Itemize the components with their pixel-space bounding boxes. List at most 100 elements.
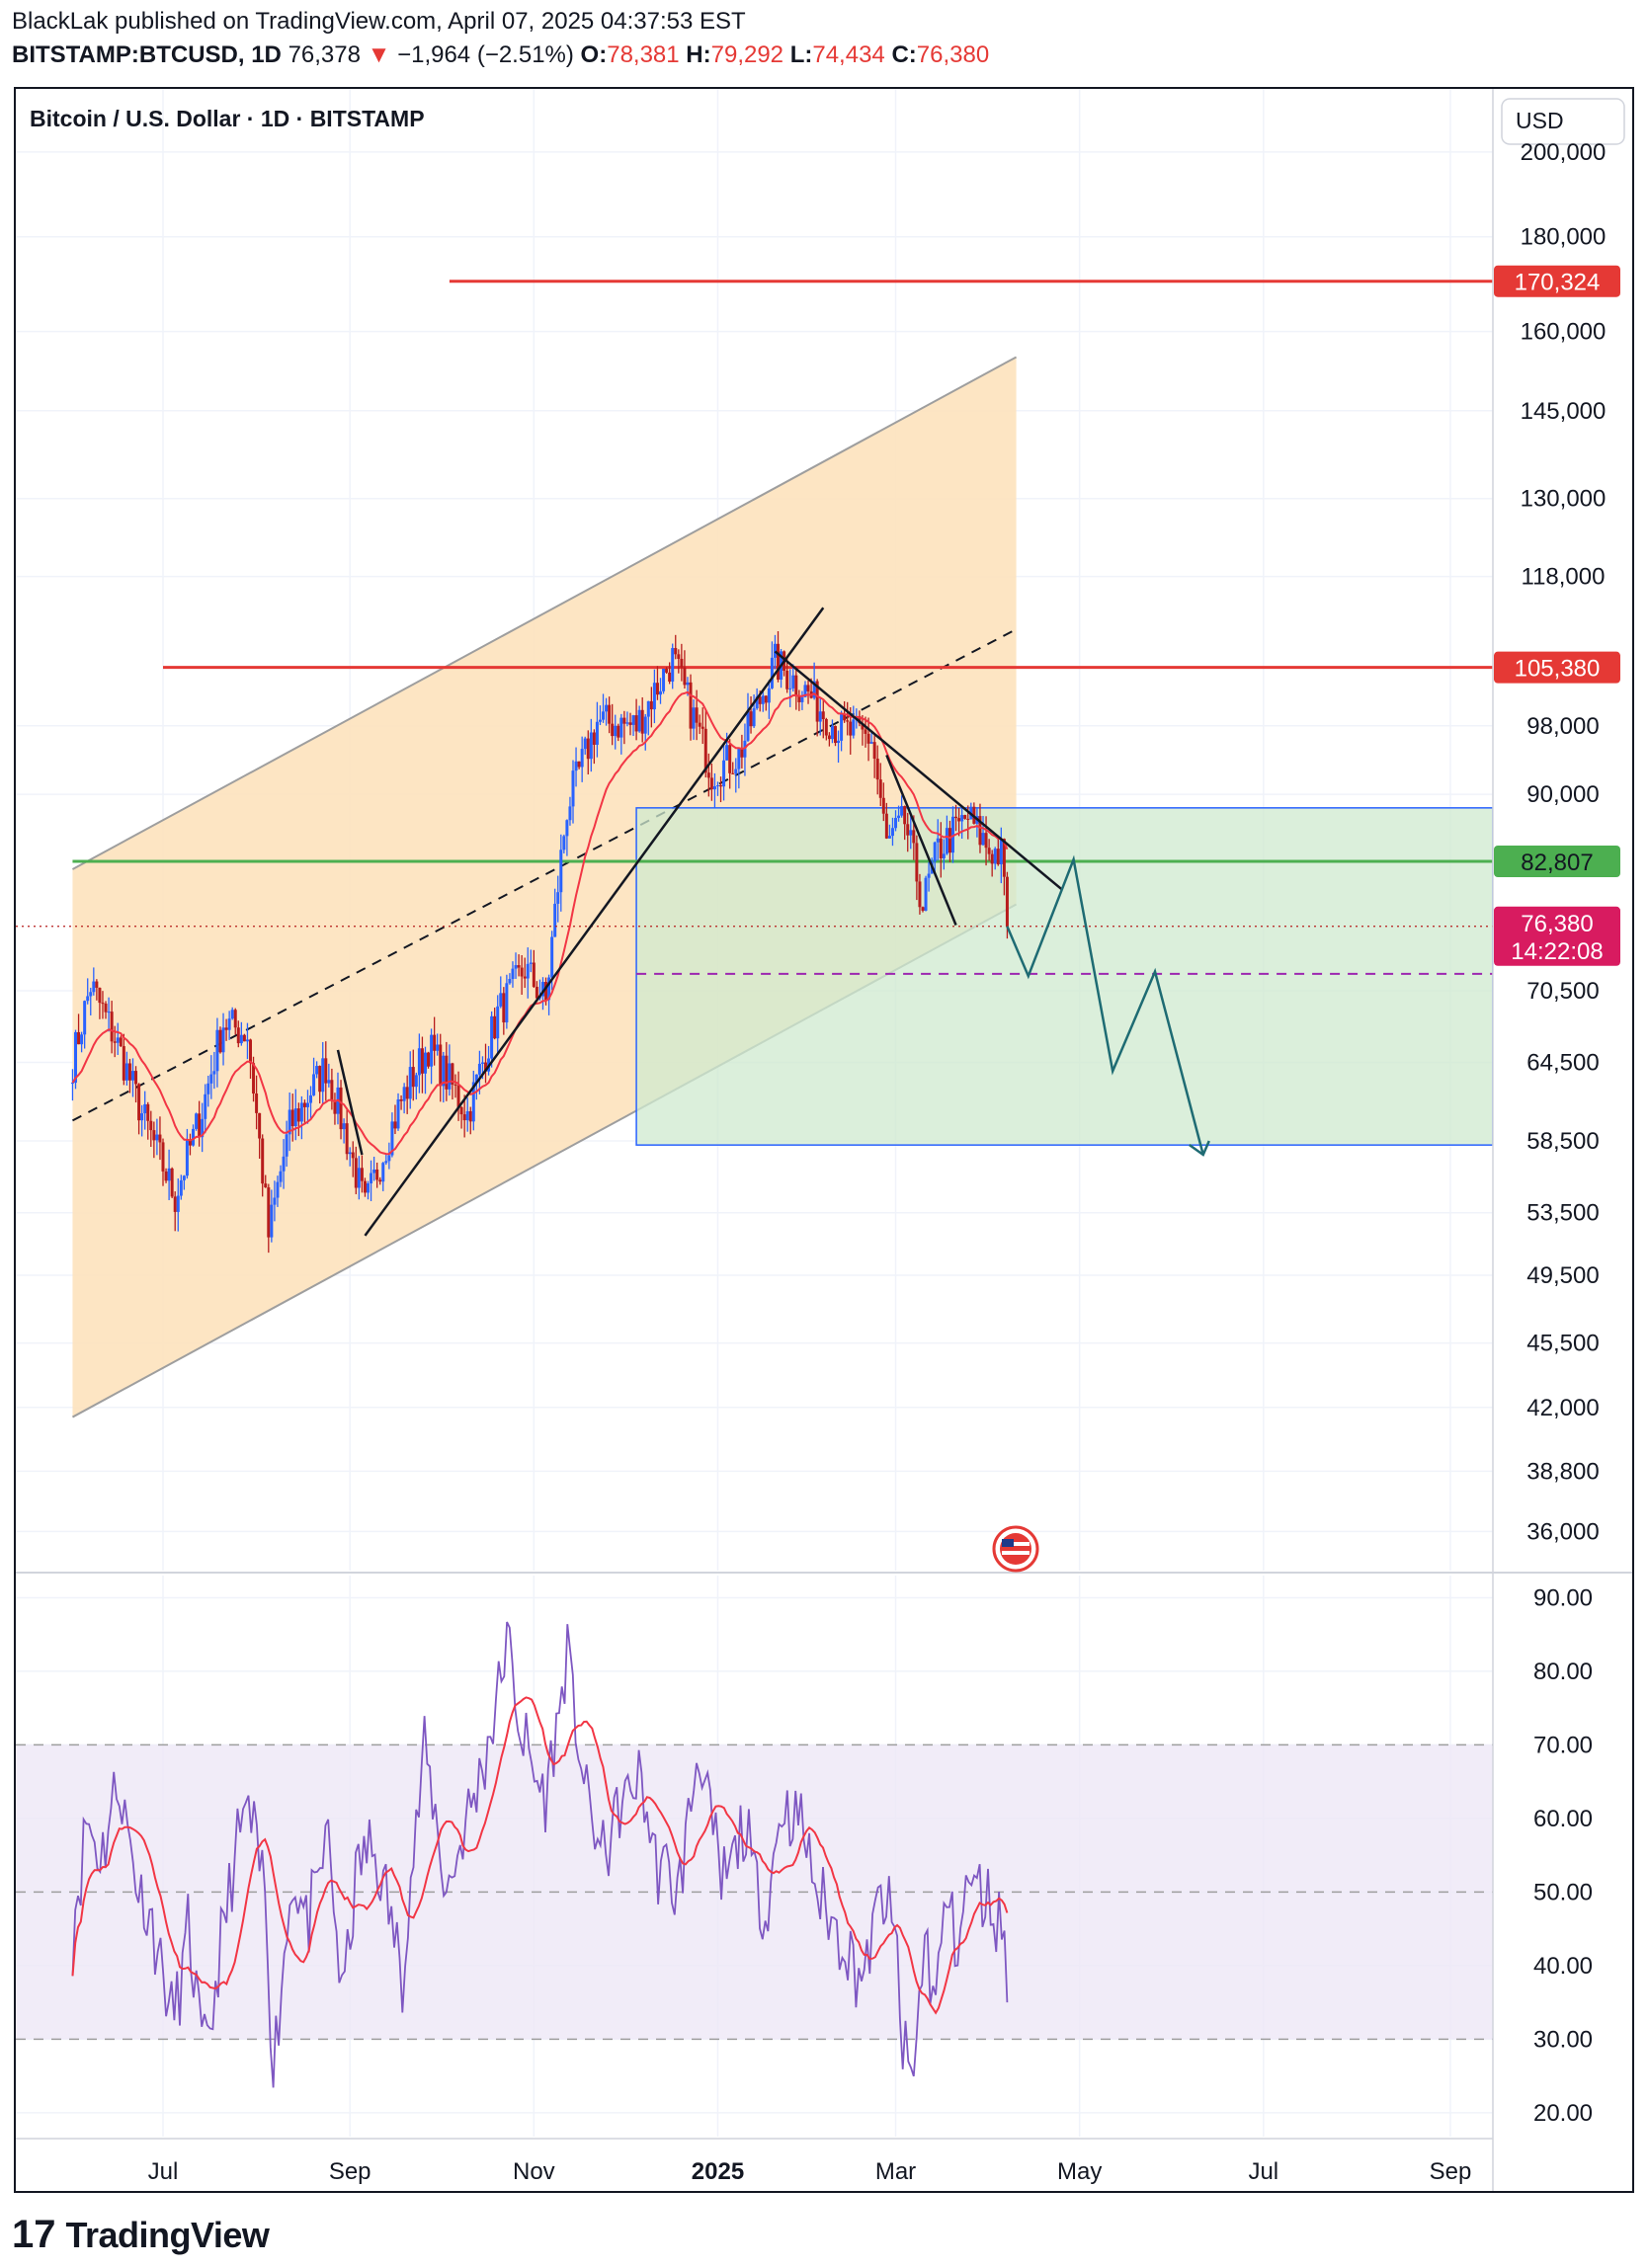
candle-body [996, 849, 1000, 864]
candle-body [104, 1004, 108, 1012]
candle-body [399, 1099, 403, 1101]
channel-upper-line [71, 356, 1018, 870]
candle-body [164, 1171, 168, 1181]
x-tick-label: Sep [1430, 2158, 1472, 2185]
open-value: 78,381 [607, 41, 680, 68]
candle-body [321, 1058, 325, 1093]
rsi-tick-label: 80.00 [1533, 1659, 1593, 1685]
candle-body [637, 709, 641, 732]
candle-body [122, 1046, 125, 1081]
price-change: −1,964 (−2.51%) [397, 41, 574, 68]
candle-body [915, 843, 919, 882]
candle-body [445, 1055, 449, 1090]
candle-body [309, 1094, 313, 1103]
candle-body [430, 1034, 434, 1067]
rsi-line [71, 1621, 1009, 2088]
y-tick-label: 49,500 [1526, 1262, 1599, 1289]
candle-body [417, 1048, 421, 1076]
candle-body [571, 770, 575, 807]
candle-body [405, 1087, 409, 1099]
candle-body [312, 1074, 316, 1095]
candle-body [550, 936, 554, 978]
price-label-box [1494, 651, 1620, 684]
candle-body [634, 715, 638, 732]
candle-body [655, 683, 659, 695]
candle-body [505, 983, 509, 1023]
candle-body [698, 722, 701, 727]
y-tick-label: 118,000 [1522, 564, 1606, 591]
close-label: C: [891, 41, 917, 68]
candle-body [728, 745, 732, 773]
x-tick-label: 2025 [692, 2158, 744, 2185]
candle-body [185, 1140, 189, 1176]
high-value: 79,292 [710, 41, 784, 68]
candle-body [894, 818, 898, 829]
candle-body [897, 815, 901, 819]
candle-body [113, 1041, 117, 1043]
candle-body [327, 1080, 331, 1084]
candle-body [442, 1055, 446, 1087]
candle-body [963, 815, 967, 819]
flag-icon[interactable] [992, 1525, 1039, 1573]
candle-body [372, 1169, 376, 1174]
last-price: 76,378 [288, 41, 361, 68]
candle-body [909, 830, 913, 836]
candle-body [954, 816, 958, 819]
candle-body [363, 1180, 367, 1193]
down-arrow-icon: ▼ [367, 41, 391, 68]
candle-body [695, 707, 699, 723]
candle-body [119, 1037, 123, 1047]
y-tick-label: 90,000 [1526, 781, 1599, 808]
candle-body [631, 715, 635, 725]
candle-body [689, 682, 693, 729]
candle-body [77, 1031, 81, 1045]
candle-body [999, 839, 1003, 864]
candle-body [583, 738, 587, 750]
candle-body [758, 696, 762, 704]
candle-body [840, 713, 844, 741]
tradingview-wordmark: TradingView [65, 2214, 270, 2255]
candle-body [357, 1168, 361, 1188]
candle-body [665, 669, 669, 673]
candle-body [315, 1066, 319, 1075]
candle-body [950, 816, 954, 853]
candle-body [837, 740, 841, 744]
candle-body [411, 1067, 415, 1088]
candle-body [818, 711, 822, 722]
candle-body [800, 696, 804, 702]
rsi-tick-label: 90.00 [1533, 1584, 1593, 1611]
price-label-text: 105,380 [1515, 656, 1601, 683]
rsi-tick-label: 60.00 [1533, 1806, 1593, 1832]
candle-body [245, 1039, 249, 1042]
currency-button[interactable] [1501, 98, 1625, 145]
y-tick-label: 200,000 [1521, 139, 1607, 166]
y-tick-label: 64,500 [1526, 1049, 1599, 1076]
y-tick-label: 53,500 [1526, 1200, 1599, 1227]
candle-body [318, 1066, 322, 1093]
ema-line [71, 690, 1009, 1156]
candle-body [649, 700, 653, 710]
candle-body [602, 711, 606, 720]
candle-body [906, 824, 910, 836]
chart-frame [14, 87, 1634, 2193]
chart-canvas[interactable]: Bitcoin / U.S. Dollar · 1D · BITSTAMP US… [0, 0, 1648, 2203]
candle-body [201, 1118, 205, 1138]
candle-body [433, 1034, 437, 1051]
low-value: 74,434 [812, 41, 885, 68]
price-label-box [1494, 845, 1620, 877]
candle-body [230, 1010, 234, 1019]
candle-body [86, 996, 90, 1002]
candle-body [484, 1062, 488, 1072]
candle-body [496, 1006, 500, 1039]
trendline [774, 650, 1063, 891]
candle-body [942, 853, 946, 858]
candle-body [577, 761, 581, 768]
candle-body [912, 830, 916, 844]
target-box [635, 807, 1493, 1146]
candle-body [812, 681, 816, 698]
open-label: O: [580, 41, 608, 68]
y-tick-label: 145,000 [1521, 398, 1607, 425]
candle-body [490, 1015, 494, 1059]
candle-body [797, 695, 801, 702]
candle-body [198, 1113, 202, 1138]
